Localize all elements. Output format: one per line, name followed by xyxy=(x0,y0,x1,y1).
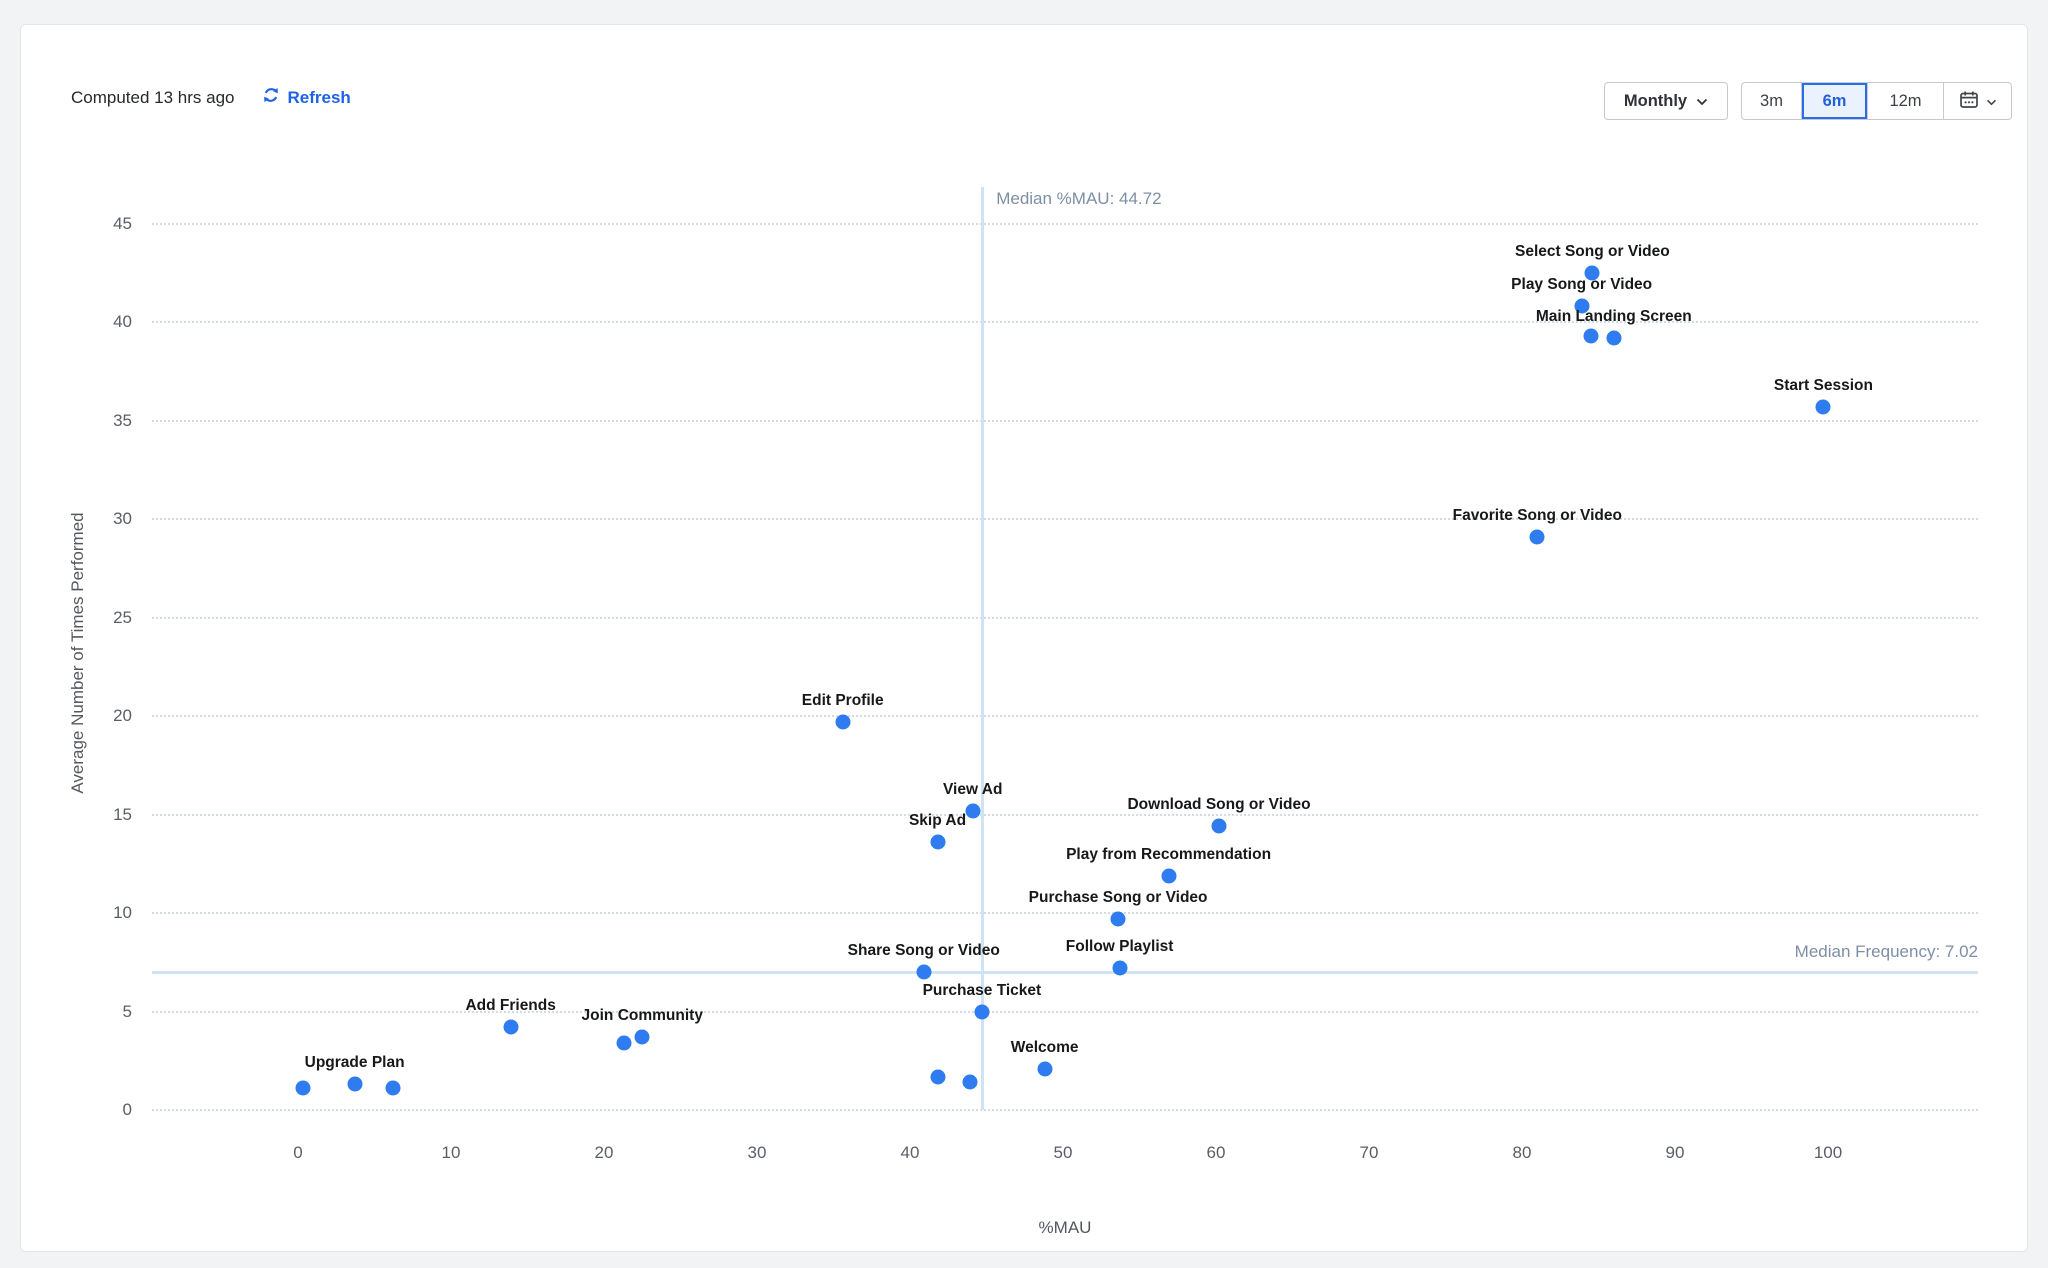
interval-12m-button[interactable]: 12m xyxy=(1868,83,1944,119)
scatter-point[interactable] xyxy=(930,1069,946,1084)
refresh-icon xyxy=(261,85,281,110)
gridline xyxy=(152,518,1978,520)
gridline xyxy=(152,912,1978,914)
y-axis-title: Average Number of Times Performed xyxy=(68,512,87,794)
x-axis-tick-label: 30 xyxy=(747,1143,767,1162)
x-axis-tick-label: 60 xyxy=(1206,1143,1226,1162)
scatter-point[interactable] xyxy=(962,1074,978,1090)
interval-6m-button[interactable]: 6m xyxy=(1802,83,1868,119)
scatter-point[interactable] xyxy=(965,803,981,819)
point-label: Welcome xyxy=(1010,1038,1079,1056)
x-axis-tick-label: 0 xyxy=(293,1143,303,1162)
scatter-point[interactable] xyxy=(347,1076,363,1092)
date-range-picker-button[interactable] xyxy=(1944,83,2011,119)
point-label: Skip Ad xyxy=(908,812,967,830)
median-frequency-label: Median Frequency: 7.02 xyxy=(1794,941,1978,961)
x-axis-tick-label: 40 xyxy=(900,1143,920,1162)
scatter-point[interactable] xyxy=(616,1035,632,1051)
gridline xyxy=(152,222,1978,225)
y-axis-tick-label: 10 xyxy=(113,903,132,922)
x-axis-tick-label: 80 xyxy=(1512,1143,1532,1162)
point-label: Main Landing Screen xyxy=(1535,307,1692,325)
x-axis-tick-label: 70 xyxy=(1359,1143,1379,1162)
scatter-point[interactable] xyxy=(930,834,946,850)
scatter-point[interactable] xyxy=(503,1019,519,1035)
scatter-point[interactable] xyxy=(974,1004,990,1019)
point-label: Play Song or Video xyxy=(1511,276,1653,294)
gridline xyxy=(152,321,1978,323)
scatter-point[interactable] xyxy=(1037,1061,1053,1077)
gridline xyxy=(152,1109,1978,1111)
calendar-icon xyxy=(1958,89,1980,114)
granularity-dropdown[interactable]: Monthly xyxy=(1604,82,1728,120)
x-axis-tick-label: 50 xyxy=(1053,1143,1073,1162)
scatter-point[interactable] xyxy=(835,714,851,730)
median-mau-line xyxy=(981,187,985,1110)
point-label: Upgrade Plan xyxy=(304,1054,405,1072)
point-label: Start Session xyxy=(1773,376,1873,394)
point-label: Add Friends xyxy=(465,997,556,1015)
point-label: Join Community xyxy=(581,1007,703,1025)
y-axis-tick-label: 5 xyxy=(122,1001,132,1021)
scatter-point[interactable] xyxy=(295,1080,311,1096)
point-label: Share Song or Video xyxy=(847,942,1000,960)
point-label: Favorite Song or Video xyxy=(1452,506,1622,524)
scatter-point[interactable] xyxy=(1211,818,1227,834)
scatter-point[interactable] xyxy=(1529,529,1545,545)
x-axis-tick-label: 20 xyxy=(594,1143,614,1162)
y-axis-tick-label: 20 xyxy=(113,706,132,725)
median-mau-label: Median %MAU: 44.72 xyxy=(996,189,1162,208)
x-axis-tick-label: 100 xyxy=(1813,1143,1843,1162)
median-frequency-line xyxy=(152,970,1978,974)
point-label: Edit Profile xyxy=(801,691,884,709)
refresh-button[interactable]: Refresh xyxy=(261,85,351,110)
point-label: Play from Recommendation xyxy=(1066,845,1272,863)
chevron-down-icon xyxy=(1986,94,1997,109)
gridline xyxy=(152,1010,1978,1013)
y-axis-tick-label: 45 xyxy=(113,213,132,233)
point-label: View Ad xyxy=(943,780,1003,798)
y-axis-tick-label: 40 xyxy=(113,312,132,331)
scatter-point[interactable] xyxy=(916,964,932,980)
x-axis-tick-label: 10 xyxy=(441,1143,461,1162)
interval-button-group: 3m 6m 12m xyxy=(1741,82,2012,120)
y-axis-tick-label: 25 xyxy=(113,607,132,627)
gridline xyxy=(152,616,1978,619)
point-label: Follow Playlist xyxy=(1065,938,1174,956)
chart-card: Computed 13 hrs ago Refresh Monthly 3m 6… xyxy=(20,24,2028,1252)
chart-header: Computed 13 hrs ago Refresh xyxy=(71,85,351,110)
scatter-point[interactable] xyxy=(1110,911,1126,927)
refresh-label: Refresh xyxy=(287,87,351,107)
scatter-point[interactable] xyxy=(1584,265,1600,281)
y-axis-tick-label: 0 xyxy=(122,1100,132,1119)
y-axis-tick-label: 15 xyxy=(113,804,132,824)
point-label: Purchase Song or Video xyxy=(1028,888,1208,906)
point-label: Purchase Ticket xyxy=(922,981,1042,999)
scatter-point[interactable] xyxy=(1574,298,1590,314)
x-axis-title: %MAU xyxy=(1038,1218,1092,1237)
computed-timestamp: Computed 13 hrs ago xyxy=(71,87,235,107)
scatter-point[interactable] xyxy=(385,1080,401,1096)
y-axis-tick-label: 35 xyxy=(113,410,132,430)
gridline xyxy=(152,715,1978,717)
scatter-point[interactable] xyxy=(634,1029,650,1045)
granularity-label: Monthly xyxy=(1623,91,1688,110)
scatter-point[interactable] xyxy=(1112,960,1128,976)
chart-controls: Monthly 3m 6m 12m xyxy=(1604,82,2012,120)
scatter-point[interactable] xyxy=(1161,868,1177,884)
scatter-point[interactable] xyxy=(1606,330,1622,346)
scatter-point[interactable] xyxy=(1583,328,1599,344)
interval-3m-button[interactable]: 3m xyxy=(1742,83,1802,119)
scatter-point[interactable] xyxy=(1815,399,1831,415)
gridline xyxy=(152,813,1978,816)
point-label: Download Song or Video xyxy=(1127,796,1311,814)
gridline xyxy=(152,419,1978,422)
y-axis-tick-label: 30 xyxy=(113,509,132,528)
point-label: Select Song or Video xyxy=(1514,242,1670,260)
chevron-down-icon xyxy=(1696,92,1708,111)
x-axis-tick-label: 90 xyxy=(1665,1143,1685,1162)
